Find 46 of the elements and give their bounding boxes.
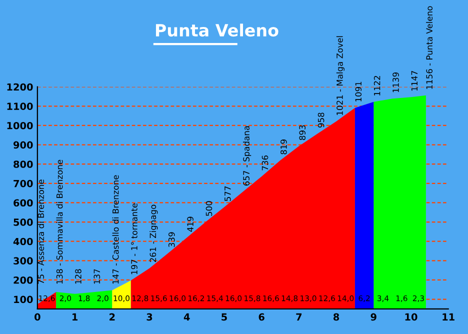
x-tick-label: 0 <box>34 313 40 321</box>
annotation: 736 <box>262 156 268 170</box>
annotation: 419 <box>187 216 194 232</box>
y-tick-label: 200 <box>14 276 33 284</box>
x-tick-label: 6 <box>258 313 264 321</box>
annotation: 1156 - Punta Veleno <box>426 6 433 89</box>
y-tick-label: 800 <box>14 160 33 168</box>
x-tick-label: 3 <box>146 313 152 321</box>
y-tick-label: 600 <box>14 199 33 207</box>
annotation: 137 <box>94 269 100 284</box>
annotation: 147 - Castello di Brenzone <box>112 175 119 284</box>
annotation: 1147 <box>411 71 418 91</box>
x-tick-label: 8 <box>333 313 340 321</box>
x-tick-label: 1 <box>72 313 78 321</box>
x-tick-label: 4 <box>184 313 190 321</box>
x-tick-label: 7 <box>296 313 302 321</box>
annotation: 577 <box>224 186 231 201</box>
annotation: 958 <box>318 112 324 128</box>
annotation: 339 <box>168 232 175 247</box>
annotation: 1091 <box>355 82 362 102</box>
x-tick-label: 2 <box>110 313 115 321</box>
y-tick-label: 300 <box>14 257 33 264</box>
y-tick-label: 400 <box>13 238 33 246</box>
y-tick-label: 500 <box>14 218 33 226</box>
y-tick-label: 1100 <box>7 102 33 110</box>
annotation: 657 - Spadana <box>243 126 252 186</box>
y-tick-label: 100 <box>14 296 33 304</box>
x-tick-label: 11 <box>442 313 454 321</box>
annotation: 893 <box>299 125 306 140</box>
x-tick-label: 9 <box>370 313 376 321</box>
annotation: 261 - Zignago <box>150 204 158 262</box>
annotation: 138 - Sommavilla di Brenzone <box>56 160 63 284</box>
x-tick-label: 5 <box>222 313 227 321</box>
annotation: 1021 - Malga Zovel <box>336 36 344 115</box>
y-tick-label: 700 <box>14 180 33 188</box>
annotation: 1122 <box>374 76 380 96</box>
y-tick-label: 1000 <box>7 122 33 130</box>
annotation: 819 <box>280 140 287 154</box>
annotation: 128 <box>75 269 82 284</box>
annotation: 1139 <box>392 72 399 92</box>
x-tick-label: 10 <box>405 313 418 321</box>
y-tick-label: 900 <box>13 141 33 149</box>
y-tick-label: 1200 <box>7 83 33 91</box>
chart-title: Punta Veleno <box>156 24 278 37</box>
annotation: 500 <box>206 201 212 216</box>
annotation: 197 - 1° tornante <box>131 203 138 274</box>
